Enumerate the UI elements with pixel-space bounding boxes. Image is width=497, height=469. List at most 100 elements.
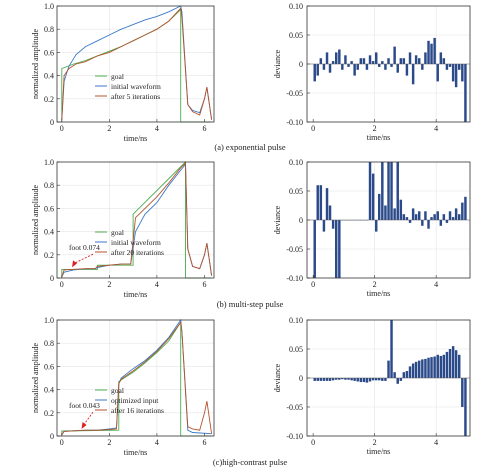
- y-tick-label: 0: [50, 432, 54, 441]
- deviance-bar: [448, 64, 452, 67]
- x-tick-label: 4: [155, 124, 159, 133]
- x-tick-label: 4: [434, 280, 438, 289]
- bar-plot-c: 0.10 0.05 0 -0.05 -0.10 0 2 4 time/ns deviance: [273, 316, 471, 456]
- deviance-bar: [451, 64, 455, 82]
- line-plot-a: 0 0.2 0.4 0.6 0.8 1.0 0 2 4 6 time/ns normalized am…: [31, 2, 215, 143]
- y-tick-label: -0.05: [286, 89, 303, 98]
- deviance-bar: [418, 360, 421, 378]
- deviance-bar: [331, 61, 335, 64]
- deviance-bar: [365, 378, 369, 383]
- deviance-bar: [316, 185, 319, 220]
- deviance-bar: [461, 378, 464, 407]
- y-axis-label: deviance: [273, 363, 282, 392]
- deviance-bar: [344, 55, 347, 64]
- deviance-bar: [368, 162, 372, 220]
- deviance-bar: [461, 64, 464, 82]
- annotation-arrow-line: [73, 253, 94, 264]
- deviance-bar: [359, 58, 363, 64]
- deviance-bar: [421, 359, 424, 378]
- deviance-bar: [325, 378, 329, 381]
- x-axis-label: time/ns: [124, 134, 148, 143]
- deviance-bar: [384, 205, 387, 220]
- deviance-bar: [341, 378, 344, 380]
- deviance-bar: [464, 64, 467, 122]
- x-axis-label: time/ns: [367, 133, 391, 142]
- series-line-2: [61, 163, 213, 278]
- x-tick-label: 6: [202, 438, 206, 447]
- deviance-bar: [402, 372, 406, 378]
- panel-a: 0 0.2 0.4 0.6 0.8 1.0 0 2 4 6 time/ns normalized am…: [31, 2, 471, 152]
- deviance-bar: [325, 188, 329, 220]
- deviance-bar: [390, 64, 393, 67]
- deviance-bar: [362, 58, 366, 64]
- deviance-bar: [396, 64, 399, 73]
- deviance-bar: [418, 211, 421, 220]
- deviance-bar: [427, 40, 430, 64]
- deviance-bar: [396, 162, 399, 220]
- deviance-bar: [338, 220, 341, 278]
- bar-plot-b: 0.10 0.05 0 -0.05 -0.10 0 2 4 time/ns deviance: [273, 158, 471, 298]
- deviance-bar: [424, 358, 427, 379]
- x-tick-label: 0: [311, 124, 315, 133]
- deviance-bar: [399, 378, 403, 381]
- x-tick-label: 2: [107, 280, 111, 289]
- y-tick-label: 0.2: [44, 95, 54, 104]
- deviance-bar: [396, 378, 399, 384]
- x-tick-label: 0: [60, 438, 64, 447]
- y-tick-label: 0.4: [44, 228, 54, 237]
- x-tick-label: 2: [373, 280, 377, 289]
- deviance-bar: [347, 378, 350, 380]
- deviance-bar: [408, 366, 412, 378]
- deviance-bar: [335, 52, 338, 64]
- deviance-bar: [322, 220, 326, 232]
- x-tick-label: 2: [373, 438, 377, 447]
- deviance-bar: [458, 214, 461, 220]
- y-tick-label: 0.05: [289, 31, 303, 40]
- foot-annotation: foot 0.074: [69, 243, 100, 252]
- x-tick-label: 2: [373, 124, 377, 133]
- legend-label: goal: [111, 72, 124, 81]
- deviance-bar: [390, 320, 393, 378]
- foot-annotation: foot 0.043: [69, 401, 100, 410]
- deviance-bar: [408, 220, 412, 223]
- deviance-bar: [454, 350, 458, 379]
- series-line-3: [61, 7, 213, 120]
- deviance-bar: [362, 378, 366, 383]
- deviance-bar: [390, 162, 393, 220]
- deviance-bar: [464, 378, 467, 436]
- deviance-bar: [338, 49, 341, 64]
- y-tick-label: 0.6: [44, 48, 54, 57]
- deviance-bar: [371, 61, 375, 64]
- deviance-bar: [454, 208, 458, 220]
- y-tick-label: -0.10: [286, 118, 303, 127]
- panel-caption: (c)high-contrast pulse: [213, 457, 288, 467]
- panel-caption: (a) exponential pulse: [214, 142, 286, 152]
- y-tick-label: 0.10: [289, 2, 303, 11]
- deviance-bar: [393, 46, 396, 64]
- y-tick-label: 0.6: [44, 362, 54, 371]
- deviance-bar: [436, 211, 439, 220]
- x-tick-label: 6: [202, 124, 206, 133]
- line-plot-b: 0 0.2 0.4 0.6 0.8 1.0 0 2 4 6 time/ns normalized am…: [31, 158, 215, 299]
- deviance-bar: [313, 64, 316, 82]
- x-tick-label: 6: [202, 280, 206, 289]
- y-tick-label: 0.10: [289, 158, 303, 167]
- deviance-bar: [368, 55, 372, 64]
- deviance-bar: [371, 378, 375, 381]
- y-tick-label: 0.6: [44, 204, 54, 213]
- y-tick-label: -0.10: [286, 432, 303, 441]
- x-tick-label: 0: [311, 280, 315, 289]
- deviance-bar: [381, 162, 384, 220]
- x-tick-label: 4: [434, 438, 438, 447]
- deviance-bar: [378, 193, 381, 220]
- deviance-bar: [458, 64, 461, 70]
- y-tick-label: 0: [299, 216, 303, 225]
- deviance-bar: [365, 64, 369, 70]
- plot-frame: [56, 161, 215, 279]
- series-line-2: [61, 5, 213, 120]
- series-line-1: [61, 160, 212, 279]
- deviance-bar: [439, 356, 443, 379]
- deviance-bar: [319, 378, 323, 381]
- x-tick-label: 4: [155, 438, 159, 447]
